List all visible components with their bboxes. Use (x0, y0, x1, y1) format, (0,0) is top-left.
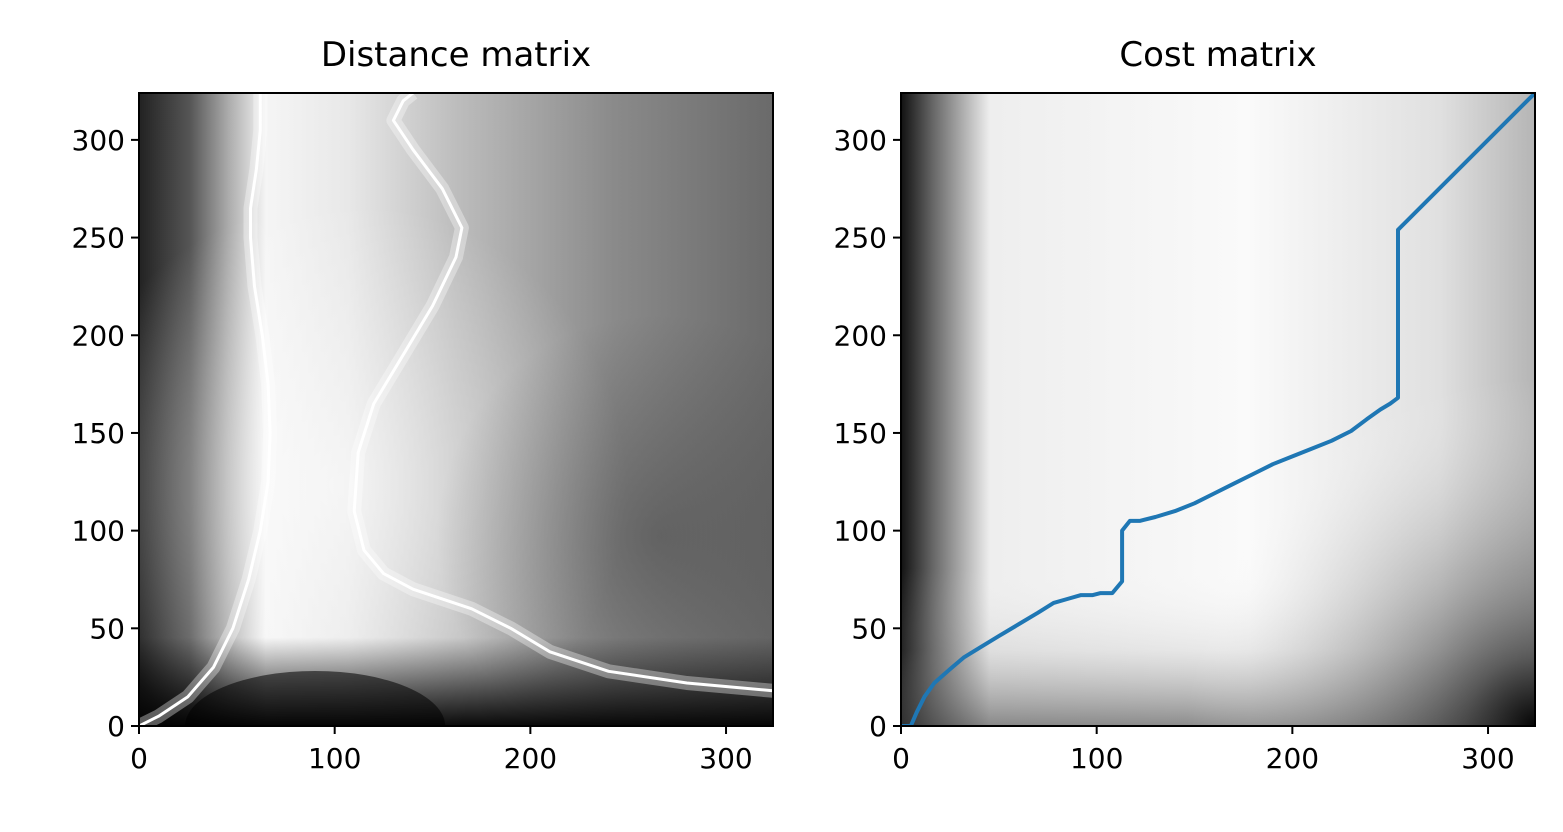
cost-xtick-label: 0 (892, 742, 910, 775)
distance-ytick-label: 300 (72, 124, 125, 157)
warping-path-line (901, 93, 1535, 726)
distance-ytick-label: 50 (89, 612, 125, 645)
cost-ytick-label: 300 (834, 124, 887, 157)
distance-xtick-label: 200 (504, 742, 557, 775)
cost-ytick-label: 50 (851, 612, 887, 645)
cost-ytick-label: 0 (869, 710, 887, 743)
chart-panel-cost: Cost matrix 0 100 200 300 0 50 100 150 200 250 300 (834, 35, 1536, 775)
cost-title: Cost matrix (1119, 35, 1316, 75)
cost-axes-frame (900, 92, 1536, 727)
cost-ytick-label: 250 (834, 222, 887, 255)
distance-heatmap-bottom (139, 93, 773, 726)
chart-panel-distance: Distance matrix 0 100 200 300 0 50 100 150 200 250… (72, 35, 774, 775)
distance-xtick-label: 300 (699, 742, 752, 775)
distance-ytick-label: 150 (72, 417, 125, 450)
distance-xtick-label: 100 (308, 742, 361, 775)
cost-ytick-label: 200 (834, 319, 887, 352)
distance-ytick-label: 100 (72, 515, 125, 548)
distance-axes-frame (138, 92, 774, 727)
cost-ytick-label: 100 (834, 515, 887, 548)
distance-ytick-label: 0 (107, 710, 125, 743)
distance-ytick-label: 250 (72, 222, 125, 255)
cost-xtick-label: 300 (1461, 742, 1514, 775)
cost-ytick-label: 150 (834, 417, 887, 450)
distance-heatmap (139, 93, 773, 726)
cost-heatmap (901, 93, 1535, 726)
distance-heatmap-minimum (185, 671, 446, 726)
distance-xtick-label: 0 (130, 742, 148, 775)
zero-distance-curve-0 (139, 93, 272, 726)
cost-xtick-label: 200 (1266, 742, 1319, 775)
distance-ytick-label: 200 (72, 319, 125, 352)
distance-title: Distance matrix (321, 35, 591, 75)
zero-distance-curve-1 (352, 93, 773, 693)
cost-xtick-label: 100 (1070, 742, 1123, 775)
